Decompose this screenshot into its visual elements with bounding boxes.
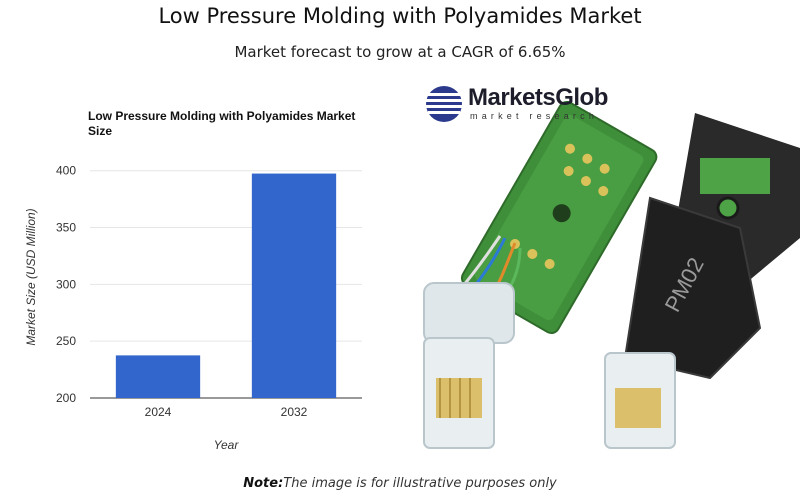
bar-2032 bbox=[251, 173, 337, 398]
y-tick-label: 350 bbox=[56, 221, 76, 235]
note-text: The image is for illustrative purposes o… bbox=[283, 476, 557, 491]
page-title: Low Pressure Molding with Polyamides Mar… bbox=[158, 4, 642, 28]
x-axis-label: Year bbox=[214, 438, 240, 452]
tick-labels: 200 250 300 350 400 2024 2032 bbox=[56, 164, 308, 419]
y-tick-label: 300 bbox=[56, 277, 76, 291]
connector-illustration: PM02 bbox=[423, 101, 800, 449]
brand-tagline: market research bbox=[470, 111, 599, 121]
bar-chart: Low Pressure Molding with Polyamides Mar… bbox=[0, 100, 400, 470]
clear-connector bbox=[423, 282, 515, 449]
chart-title-line-2: Size bbox=[88, 124, 112, 138]
brand-name: MarketsGlob bbox=[468, 84, 608, 111]
y-tick-label: 250 bbox=[56, 334, 76, 348]
y-tick-label: 200 bbox=[56, 391, 76, 405]
product-photo: PM02 bbox=[410, 78, 800, 463]
note-label: Note: bbox=[243, 476, 284, 491]
y-axis-label: Market Size (USD Million) bbox=[24, 208, 38, 345]
bars bbox=[115, 173, 337, 398]
chart-svg: Low Pressure Molding with Polyamides Mar… bbox=[24, 109, 362, 452]
bar-2024 bbox=[115, 355, 201, 398]
globe-icon bbox=[426, 86, 462, 122]
black-connector: PM02 bbox=[604, 113, 800, 449]
x-tick-label: 2032 bbox=[281, 405, 308, 419]
y-tick-label: 400 bbox=[56, 164, 76, 178]
brand-logo: MarketsGlob market research bbox=[424, 84, 644, 126]
x-tick-label: 2024 bbox=[145, 405, 172, 419]
chart-title-line-1: Low Pressure Molding with Polyamides Mar… bbox=[88, 109, 355, 123]
page-subtitle: Market forecast to grow at a CAGR of 6.6… bbox=[234, 43, 566, 61]
illustration-note: Note:The image is for illustrative purpo… bbox=[0, 476, 800, 491]
